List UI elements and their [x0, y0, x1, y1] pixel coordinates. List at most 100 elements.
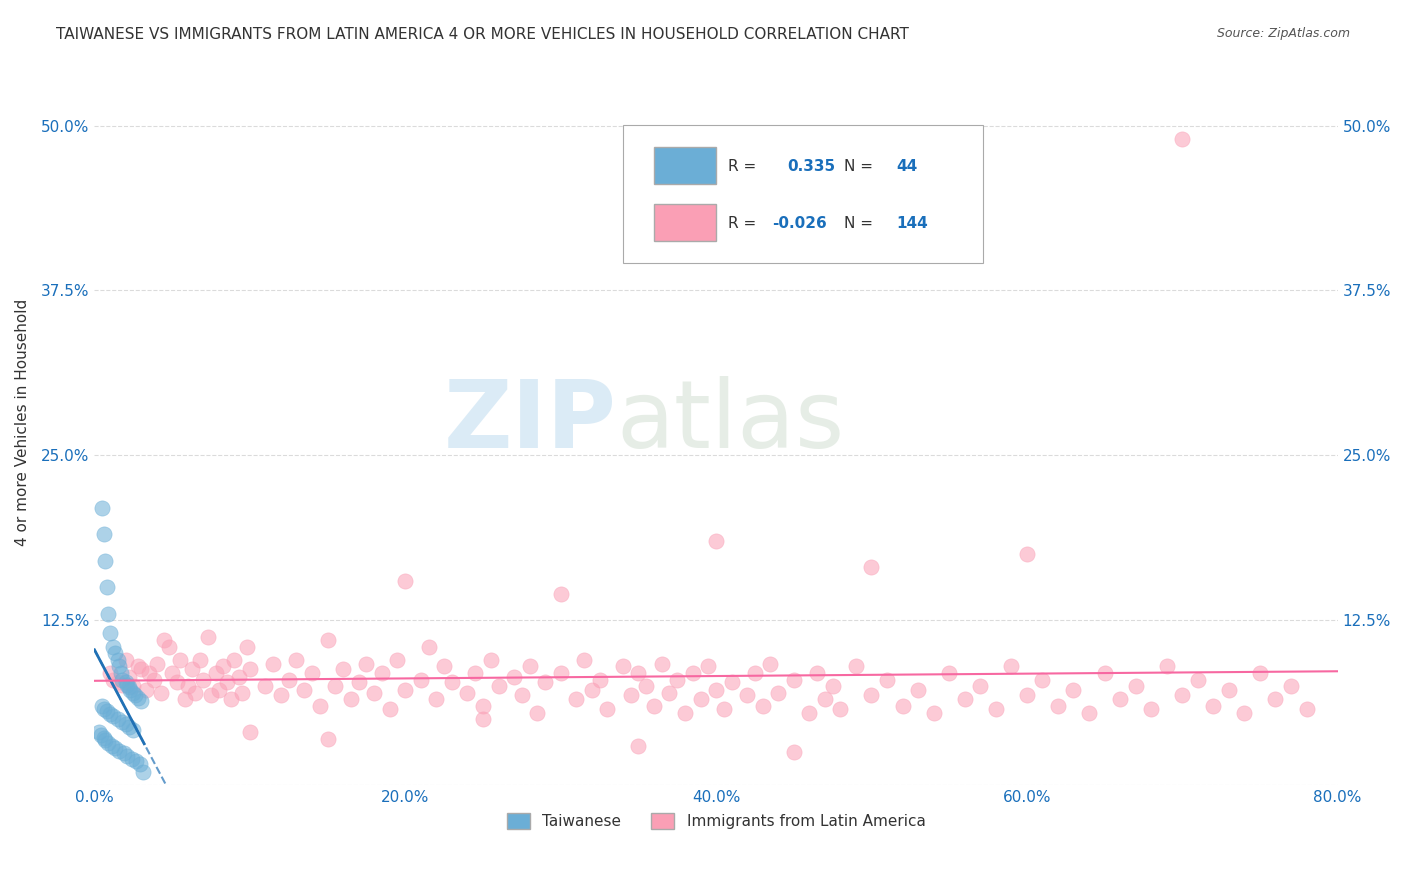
- Point: [96, 704, 118, 718]
- Point: [200, 689, 222, 703]
- Point: [806, 665, 828, 680]
- Text: 44: 44: [896, 159, 918, 174]
- Point: [387, 653, 409, 667]
- Point: [565, 692, 588, 706]
- Point: [204, 665, 226, 680]
- Point: [122, 686, 145, 700]
- Point: [277, 673, 299, 687]
- Point: [177, 679, 200, 693]
- Point: [969, 679, 991, 693]
- Point: [704, 534, 727, 549]
- Point: [97, 607, 120, 621]
- Point: [111, 678, 134, 692]
- Point: [479, 653, 502, 667]
- Point: [1233, 706, 1256, 720]
- Point: [876, 673, 898, 687]
- Point: [107, 675, 129, 690]
- Point: [316, 731, 339, 746]
- Point: [239, 725, 262, 739]
- Point: [1187, 673, 1209, 687]
- Point: [394, 683, 416, 698]
- Point: [101, 673, 124, 687]
- Point: [129, 662, 152, 676]
- Point: [814, 692, 837, 706]
- Point: [262, 657, 284, 671]
- Point: [744, 665, 766, 680]
- Point: [128, 756, 150, 771]
- Point: [1140, 701, 1163, 715]
- Point: [612, 659, 634, 673]
- Point: [860, 689, 883, 703]
- FancyBboxPatch shape: [623, 125, 983, 263]
- Point: [236, 640, 259, 654]
- Point: [1015, 689, 1038, 703]
- Point: [127, 659, 149, 673]
- Point: [114, 717, 136, 731]
- Point: [433, 659, 456, 673]
- Point: [100, 739, 122, 753]
- Point: [751, 698, 773, 713]
- Point: [1171, 689, 1194, 703]
- Point: [104, 741, 127, 756]
- Point: [697, 659, 720, 673]
- Point: [1264, 692, 1286, 706]
- Point: [519, 659, 541, 673]
- Point: [97, 736, 120, 750]
- Point: [112, 747, 135, 761]
- Point: [340, 692, 363, 706]
- Point: [145, 657, 167, 671]
- Point: [347, 675, 370, 690]
- Point: [596, 701, 619, 715]
- Point: [581, 683, 603, 698]
- Point: [860, 560, 883, 574]
- Point: [93, 701, 115, 715]
- Point: [91, 501, 114, 516]
- Point: [160, 665, 183, 680]
- Text: ZIP: ZIP: [444, 376, 617, 468]
- Text: R =: R =: [728, 159, 756, 174]
- Point: [96, 580, 118, 594]
- Point: [129, 694, 152, 708]
- Point: [425, 692, 447, 706]
- Point: [418, 640, 440, 654]
- Point: [239, 662, 262, 676]
- Point: [651, 657, 673, 671]
- Point: [783, 673, 806, 687]
- Point: [636, 679, 658, 693]
- Point: [472, 698, 495, 713]
- Point: [394, 574, 416, 588]
- Point: [120, 683, 142, 698]
- Point: [118, 670, 141, 684]
- Point: [363, 686, 385, 700]
- Point: [783, 745, 806, 759]
- Point: [735, 689, 758, 703]
- Point: [193, 673, 215, 687]
- Point: [922, 706, 945, 720]
- Text: Source: ZipAtlas.com: Source: ZipAtlas.com: [1216, 27, 1350, 40]
- Point: [627, 739, 650, 753]
- Point: [356, 657, 378, 671]
- Point: [94, 733, 117, 747]
- Point: [1171, 132, 1194, 146]
- Point: [799, 706, 821, 720]
- Point: [173, 692, 195, 706]
- Bar: [654, 203, 716, 241]
- Point: [224, 653, 246, 667]
- Point: [150, 686, 173, 700]
- Point: [534, 675, 557, 690]
- Point: [1218, 683, 1240, 698]
- Text: 0.335: 0.335: [787, 159, 835, 174]
- Point: [122, 679, 145, 693]
- Point: [108, 659, 131, 673]
- Point: [1000, 659, 1022, 673]
- Point: [1249, 665, 1271, 680]
- Point: [228, 670, 250, 684]
- Point: [142, 673, 165, 687]
- Point: [409, 673, 432, 687]
- Point: [118, 681, 141, 695]
- Point: [98, 706, 121, 721]
- Point: [301, 665, 323, 680]
- Point: [953, 692, 976, 706]
- Point: [1031, 673, 1053, 687]
- Point: [111, 714, 134, 729]
